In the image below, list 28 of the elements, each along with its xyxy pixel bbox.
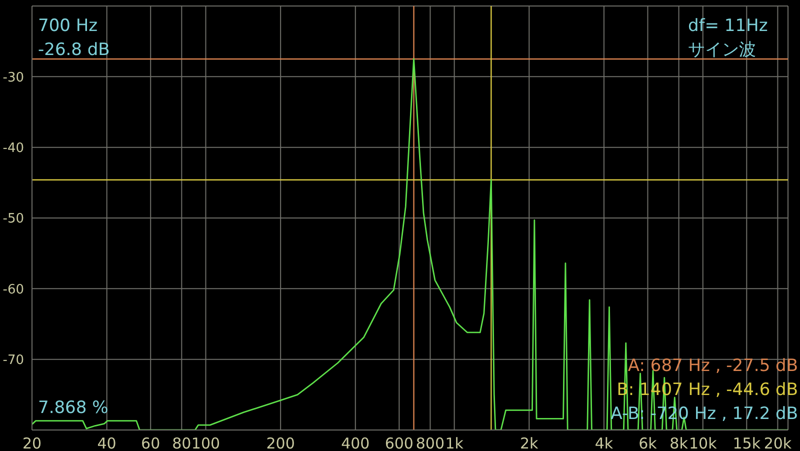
x-tick-label: 6k	[638, 434, 658, 451]
x-tick-label: 15k	[732, 434, 761, 451]
annotation: df= 11Hz	[688, 16, 768, 36]
x-tick-label: 20k	[764, 434, 792, 451]
x-tick-label: 2k	[520, 434, 539, 451]
x-tick-label: 10k	[688, 434, 718, 451]
x-tick-label: 800	[416, 434, 445, 451]
y-tick-label: -50	[2, 212, 24, 227]
x-tick-label: 200	[266, 434, 295, 451]
annotation: 700 Hz	[38, 16, 98, 36]
y-tick-label: -60	[2, 282, 24, 298]
y-tick-label: -30	[2, 70, 24, 86]
x-tick-label: 8k	[670, 434, 688, 451]
x-tick-label: 100	[191, 434, 220, 451]
annotation: -26.8 dB	[38, 40, 110, 60]
x-tick-label: 600	[384, 434, 414, 451]
y-tick-label: -40	[2, 140, 24, 156]
x-tick-label: 20	[22, 434, 42, 451]
x-tick-label: 80	[172, 434, 192, 451]
x-tick-label: 40	[97, 434, 116, 451]
annotation: 7.868 %	[38, 398, 108, 418]
annotation: A: 687 Hz , -27.5 dB	[628, 356, 798, 376]
x-tick-label: 1k	[445, 434, 464, 451]
x-tick-label: 60	[141, 434, 160, 451]
x-tick-label: 400	[341, 434, 370, 451]
x-tick-label: 4k	[594, 434, 614, 451]
y-tick-label: -70	[2, 352, 24, 368]
annotation: サイン波	[688, 40, 756, 60]
